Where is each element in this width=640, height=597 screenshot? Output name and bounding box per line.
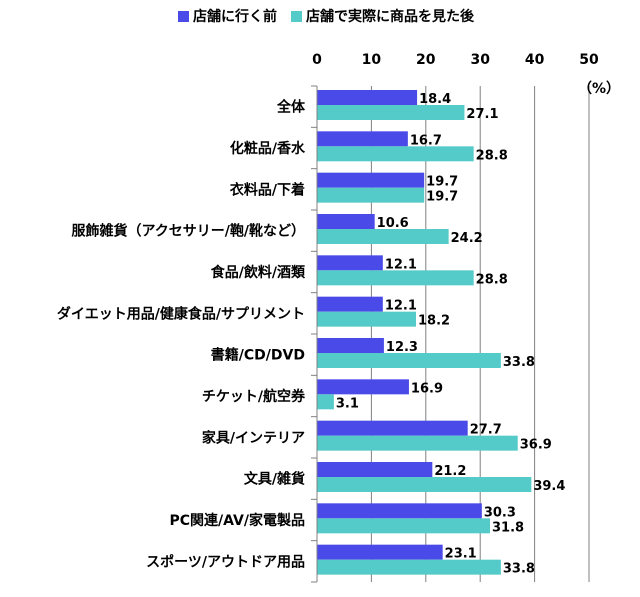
category-label-9: 文具/雑貨 bbox=[244, 471, 305, 488]
bar-s1-6 bbox=[317, 353, 501, 368]
data-label-s0-0: 18.4 bbox=[419, 92, 451, 107]
bar-s1-1 bbox=[317, 146, 474, 162]
category-label-11: スポーツ/アウトドア用品 bbox=[146, 553, 305, 570]
legend-swatch-after-viewing bbox=[291, 10, 302, 22]
data-label-s1-1: 28.8 bbox=[476, 148, 508, 163]
bar-s0-9 bbox=[317, 462, 433, 477]
category-label-1: 化粧品/香水 bbox=[230, 140, 306, 157]
data-label-s0-7: 16.9 bbox=[411, 381, 443, 396]
category-label-2: 衣料品/下着 bbox=[230, 181, 305, 198]
x-tick-label-40: 40 bbox=[525, 52, 545, 68]
category-label-7: チケット/航空券 bbox=[202, 388, 306, 405]
unit-label: （%） bbox=[578, 81, 620, 97]
legend-swatch-before-store bbox=[178, 10, 189, 22]
data-label-s1-10: 31.8 bbox=[492, 520, 524, 535]
category-label-8: 家具/インテリア bbox=[202, 429, 305, 446]
legend: 店舗に行く前 店舗で実際に商品を見た後 bbox=[178, 6, 474, 26]
bar-s0-7 bbox=[317, 379, 409, 395]
bar-s1-8 bbox=[317, 435, 518, 451]
legend-item-after-viewing: 店舗で実際に商品を見た後 bbox=[291, 6, 474, 26]
bar-s0-6 bbox=[317, 338, 384, 353]
category-label-10: PC関連/AV/家電製品 bbox=[170, 512, 305, 529]
data-label-s0-3: 10.6 bbox=[377, 216, 409, 231]
bar-s1-9 bbox=[317, 477, 532, 492]
data-label-s1-4: 28.8 bbox=[476, 272, 508, 287]
data-label-s0-11: 23.1 bbox=[445, 547, 477, 562]
data-label-s1-2: 19.7 bbox=[426, 190, 458, 205]
bar-s0-2 bbox=[317, 172, 425, 188]
x-tick-label-50: 50 bbox=[579, 52, 599, 68]
data-label-s1-6: 33.8 bbox=[503, 355, 535, 370]
data-label-s1-0: 27.1 bbox=[466, 107, 498, 122]
category-label-6: 書籍/CD/DVD bbox=[211, 347, 305, 364]
category-label-4: 食品/飲料/酒類 bbox=[211, 264, 306, 281]
legend-label-before-store: 店舗に行く前 bbox=[193, 9, 277, 25]
data-label-s1-8: 36.9 bbox=[520, 438, 552, 453]
legend-item-before-store: 店舗に行く前 bbox=[178, 6, 277, 26]
data-label-s0-8: 27.7 bbox=[470, 423, 502, 438]
x-tick-label-0: 0 bbox=[312, 52, 322, 68]
bar-s0-0 bbox=[317, 90, 418, 105]
data-label-s0-1: 16.7 bbox=[410, 133, 442, 148]
bar-s1-11 bbox=[317, 559, 501, 575]
bar-s1-5 bbox=[317, 311, 417, 327]
category-label-0: 全体 bbox=[276, 99, 306, 116]
x-tick-label-30: 30 bbox=[470, 52, 490, 68]
category-label-5: ダイエット用品/健康食品/サプリメント bbox=[57, 305, 305, 322]
bar-s0-5 bbox=[317, 296, 383, 312]
bar-s1-10 bbox=[317, 518, 490, 534]
data-label-s0-6: 12.3 bbox=[386, 340, 418, 355]
bar-s0-8 bbox=[317, 420, 468, 436]
data-label-s1-3: 24.2 bbox=[451, 231, 483, 246]
bar-s0-10 bbox=[317, 503, 482, 519]
data-label-s1-9: 39.4 bbox=[533, 479, 565, 494]
data-label-s1-7: 3.1 bbox=[336, 396, 359, 411]
bar-s1-0 bbox=[317, 105, 465, 120]
data-label-s0-2: 19.7 bbox=[426, 175, 458, 190]
bar-s0-4 bbox=[317, 255, 383, 271]
data-label-s1-11: 33.8 bbox=[503, 562, 535, 577]
data-label-s0-9: 21.2 bbox=[434, 464, 466, 479]
data-label-s0-10: 30.3 bbox=[484, 505, 516, 520]
data-label-s1-5: 18.2 bbox=[418, 314, 450, 329]
data-label-s0-4: 12.1 bbox=[385, 257, 417, 272]
bar-s1-4 bbox=[317, 270, 474, 286]
x-tick-label-20: 20 bbox=[416, 52, 436, 68]
bar-s0-11 bbox=[317, 544, 443, 560]
bar-s0-1 bbox=[317, 131, 408, 147]
bar-s1-7 bbox=[317, 394, 334, 410]
data-label-s0-5: 12.1 bbox=[385, 299, 417, 314]
bar-s1-3 bbox=[317, 229, 449, 244]
legend-label-after-viewing: 店舗で実際に商品を見た後 bbox=[306, 9, 474, 25]
category-label-3: 服飾雑貨（アクセサリー/鞄/靴など） bbox=[71, 223, 305, 240]
bar-s0-3 bbox=[317, 214, 375, 229]
x-tick-label-10: 10 bbox=[362, 52, 382, 68]
bar-s1-2 bbox=[317, 187, 425, 203]
